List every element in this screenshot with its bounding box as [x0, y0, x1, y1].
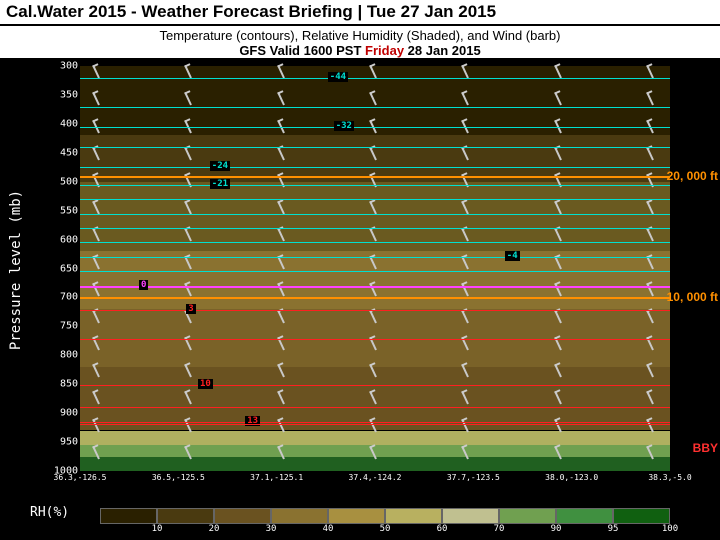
contour-label: -44 — [328, 72, 348, 82]
colorbar-ticks: 102030405060709095100 — [100, 524, 670, 536]
contour-line — [80, 424, 670, 425]
rh-label: RH(%) — [30, 505, 69, 520]
x-tick: 37.1,-125.1 — [250, 473, 303, 482]
y-tick: 600 — [60, 234, 78, 245]
colorbar-segment — [613, 508, 670, 524]
x-tick: 38.3,-5.0 — [648, 473, 691, 482]
colorbar-segment — [100, 508, 157, 524]
contour-line — [80, 127, 670, 128]
contour-line — [80, 176, 670, 178]
contour-line — [80, 271, 670, 272]
overlay-text-right: 2015 — [664, 34, 686, 44]
page-header: Cal.Water 2015 - Weather Forecast Briefi… — [0, 0, 720, 26]
contour-line — [80, 167, 670, 168]
contour-label: -21 — [210, 179, 230, 189]
y-tick: 850 — [60, 379, 78, 390]
contour-line — [80, 185, 670, 186]
colorbar-area: RH(%) 10 20 30 40 50 60 70 90 95 100 — [0, 490, 720, 540]
y-tick: 700 — [60, 292, 78, 303]
contour-line — [80, 286, 670, 288]
colorbar-tick: 20 — [209, 524, 220, 534]
altitude-label: 10, 000 ft — [667, 290, 718, 304]
colorbar-segment — [556, 508, 613, 524]
y-axis: 3003504004505005506006507007508008509009… — [46, 66, 80, 471]
contour-line — [80, 107, 670, 108]
colorbar-segment — [385, 508, 442, 524]
y-tick: 950 — [60, 437, 78, 448]
x-tick: 37.4,-124.2 — [349, 473, 402, 482]
chart-area: -44 -32 -24 -21 -4 0 3 10 13 — [80, 66, 670, 471]
contour-label: -24 — [210, 161, 230, 171]
subtitle-day: Friday — [365, 43, 404, 58]
colorbar-segment — [271, 508, 328, 524]
colorbar-tick: 30 — [266, 524, 277, 534]
contour-line — [80, 199, 670, 200]
x-tick: 36.3,-126.5 — [54, 473, 107, 482]
contour-label: 13 — [245, 416, 260, 426]
y-tick: 500 — [60, 176, 78, 187]
overlay-text-left2: Temp (C), RH — [34, 46, 99, 56]
x-axis-ticks: 36.3,-126.536.5,-125.537.1,-125.137.4,-1… — [80, 473, 670, 485]
contour-line — [80, 297, 670, 299]
contour-label: 0 — [139, 280, 148, 290]
contour-line — [80, 257, 670, 258]
x-tick: 37.7,-123.5 — [447, 473, 500, 482]
y-tick: 900 — [60, 408, 78, 419]
contour-label: -4 — [505, 251, 520, 261]
altitude-label: 20, 000 ft — [667, 169, 718, 183]
y-tick: 400 — [60, 118, 78, 129]
contour-label: 10 — [198, 379, 213, 389]
colorbar-tick: 90 — [551, 524, 562, 534]
contour-line — [80, 339, 670, 340]
subtitle-line2: GFS Valid 1600 PST Friday 28 Jan 2015 — [0, 43, 720, 58]
contour-line — [80, 385, 670, 386]
colorbar-tick: 50 — [380, 524, 391, 534]
y-tick: 650 — [60, 263, 78, 274]
contour-line — [80, 242, 670, 243]
y-tick: 800 — [60, 350, 78, 361]
contour-line — [80, 214, 670, 215]
contour-label: -32 — [334, 121, 354, 131]
y-tick: 350 — [60, 89, 78, 100]
subtitle-suffix: 28 Jan 2015 — [404, 43, 481, 58]
colorbar-tick: 95 — [608, 524, 619, 534]
colorbar-tick: 60 — [437, 524, 448, 534]
contour-line — [80, 228, 670, 229]
contour-line — [80, 310, 670, 311]
overlay-text-left1: Pro Acc sVaecr — [34, 34, 110, 44]
contour-line — [80, 147, 670, 148]
altitude-label: BBY — [693, 441, 718, 455]
y-axis-label: Pressure level (mb) — [8, 190, 24, 350]
rh-band — [80, 431, 670, 445]
y-tick: 300 — [60, 61, 78, 72]
contour-line — [80, 407, 670, 408]
subtitle-prefix: GFS Valid 1600 PST — [239, 43, 365, 58]
colorbar-segment — [157, 508, 214, 524]
colorbar-segment — [442, 508, 499, 524]
colorbar-tick: 40 — [323, 524, 334, 534]
colorbar-tick: 100 — [662, 524, 678, 534]
y-tick: 750 — [60, 321, 78, 332]
contour-line — [80, 78, 670, 79]
y-tick: 550 — [60, 205, 78, 216]
colorbar-segment — [328, 508, 385, 524]
colorbar-segment — [499, 508, 556, 524]
rh-band — [80, 251, 670, 309]
contour-label: 3 — [186, 304, 195, 314]
colorbar-tick: 70 — [494, 524, 505, 534]
colorbar-segment — [214, 508, 271, 524]
colorbar — [100, 508, 670, 522]
x-tick: 38.0,-123.0 — [545, 473, 598, 482]
y-tick: 450 — [60, 147, 78, 158]
colorbar-tick: 10 — [152, 524, 163, 534]
x-tick: 36.5,-125.5 — [152, 473, 205, 482]
